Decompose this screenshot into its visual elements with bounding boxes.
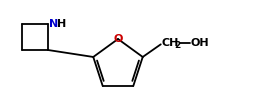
Text: O: O [113,34,123,44]
Text: 2: 2 [175,41,181,50]
Text: H: H [57,19,66,29]
Text: N: N [49,19,58,29]
Text: CH: CH [162,38,179,48]
Text: OH: OH [191,38,209,48]
